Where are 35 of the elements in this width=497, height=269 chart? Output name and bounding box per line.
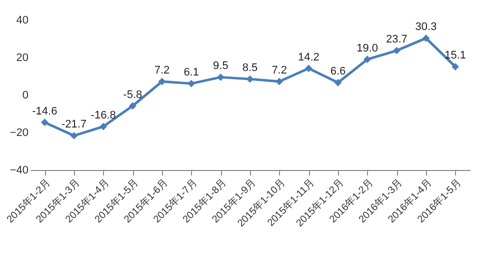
point — [158, 78, 166, 86]
point — [246, 75, 254, 83]
data-label: 14.2 — [298, 51, 320, 64]
y-tick-label: −20 — [10, 127, 28, 139]
data-label: -16.8 — [90, 110, 116, 122]
y-tick-label: −40 — [10, 164, 28, 176]
y-tick-label: 0 — [22, 90, 28, 102]
y-tick-label: 40 — [16, 14, 28, 26]
data-label: 9.5 — [213, 60, 228, 72]
data-label: 7.2 — [154, 64, 170, 76]
point — [70, 132, 78, 140]
point — [188, 80, 196, 88]
data-label: -5.8 — [123, 88, 142, 101]
data-label: 6.1 — [184, 66, 199, 79]
data-label: 30.3 — [415, 21, 437, 34]
point — [216, 73, 224, 81]
data-label: 23.7 — [386, 34, 408, 46]
point — [304, 64, 312, 72]
point — [452, 62, 460, 70]
data-label: 19.0 — [356, 42, 378, 54]
point — [422, 34, 430, 42]
data-label: 15.1 — [444, 50, 466, 62]
point — [392, 46, 400, 54]
data-label: -14.6 — [32, 105, 58, 118]
data-label: 8.5 — [242, 62, 258, 74]
y-tick-label: 20 — [16, 52, 28, 64]
point — [40, 118, 48, 126]
point — [364, 56, 372, 64]
data-label: 6.6 — [330, 66, 346, 78]
point — [334, 78, 342, 86]
point — [128, 102, 136, 110]
point — [100, 122, 108, 130]
point — [276, 78, 284, 86]
data-label: -21.7 — [61, 118, 87, 131]
data-label: 7.2 — [272, 64, 287, 76]
